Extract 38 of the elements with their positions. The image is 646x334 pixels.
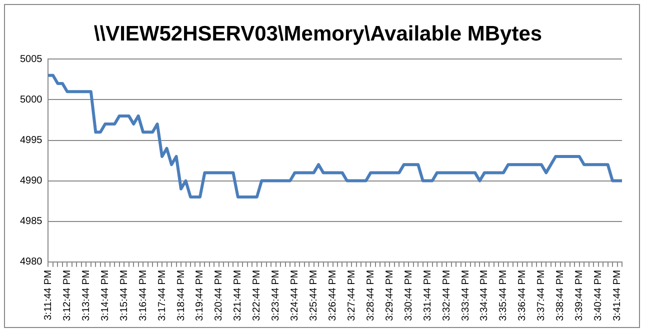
x-tick-label: 3:22:44 PM [252,270,263,322]
y-tick-label: 4980 [20,256,43,268]
x-tick-label: 3:23:44 PM [270,270,282,322]
x-tick-label: 3:41:44 PM [612,270,624,322]
x-tick-label: 3:20:44 PM [214,270,225,322]
x-tick-label: 3:38:44 PM [555,270,566,322]
x-tick-label: 3:14:44 PM [100,270,111,322]
x-tick-label: 3:17:44 PM [156,270,168,322]
x-tick-label: 3:13:44 PM [80,270,92,322]
x-tick-label: 3:26:44 PM [328,270,338,322]
y-tick-label: 5005 [20,54,43,65]
x-tick-label: 3:24:44 PM [290,270,301,322]
x-tick-label: 3:12:44 PM [62,270,73,322]
x-tick-label: 3:36:44 PM [517,270,528,322]
chart-title: \\VIEW52HSERV03\Memory\Available MBytes [94,22,542,46]
x-tick-label: 3:30:44 PM [403,270,414,322]
y-tick-label: 4995 [20,135,43,146]
x-tick-label: 3:18:44 PM [176,270,187,322]
x-tick-label: 3:31:44 PM [422,270,434,322]
x-tick-label: 3:37:44 PM [536,270,548,322]
y-tick-label: 4990 [20,176,43,187]
x-tick-label: 3:39:44 PM [574,270,586,322]
y-tick-label: 4985 [20,216,43,228]
x-tick-label: 3:27:44 PM [346,270,358,322]
x-tick-label: 3:19:44 PM [194,270,206,322]
x-tick-label: 3:11:44 PM [42,270,54,320]
x-tick-label: 3:40:44 PM [593,270,604,322]
x-tick-label: 3:28:44 PM [365,270,376,322]
x-tick-label: 3:33:44 PM [460,270,472,322]
x-tick-label: 3:16:44 PM [138,270,149,322]
x-tick-label: 3:35:44 PM [498,270,510,322]
x-tick-label: 3:15:44 PM [118,270,130,322]
x-tick-label: 3:21:44 PM [232,270,244,322]
x-tick-label: 3:25:44 PM [308,270,320,322]
x-tick-label: 3:32:44 PM [441,270,452,322]
x-tick-label: 3:34:44 PM [479,270,490,322]
y-tick-label: 5000 [20,94,43,106]
x-tick-label: 3:29:44 PM [384,270,396,322]
